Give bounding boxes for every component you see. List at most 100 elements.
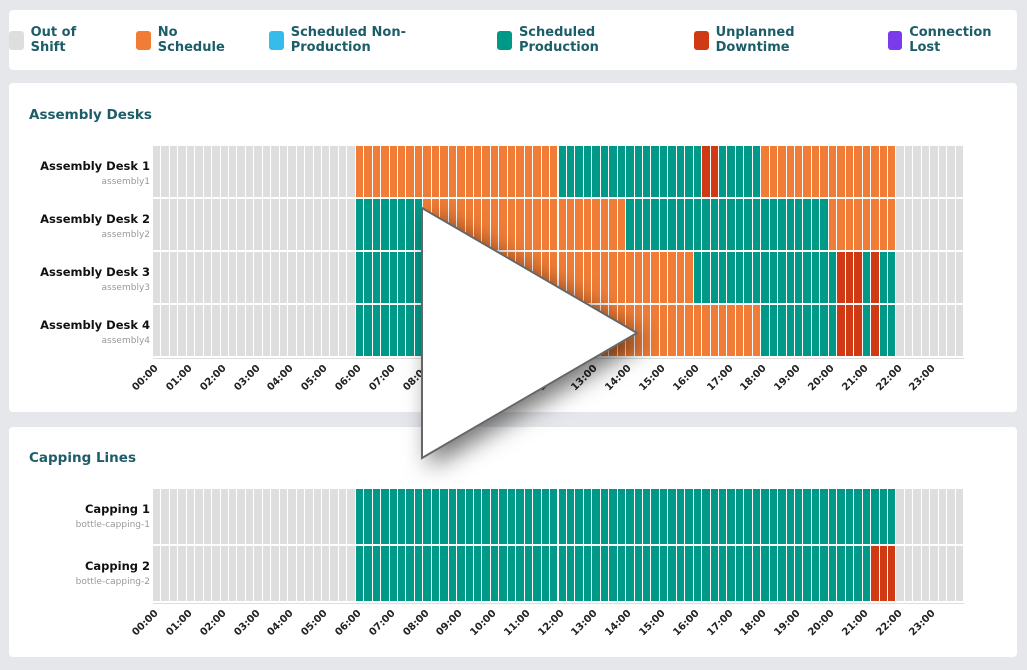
cell-prod[interactable] [761, 305, 769, 356]
cell-out[interactable] [955, 252, 963, 303]
cell-prod[interactable] [592, 146, 600, 197]
cell-nosched[interactable] [550, 252, 558, 303]
cell-prod[interactable] [786, 252, 795, 303]
cell-out[interactable] [330, 199, 338, 250]
cell-prod[interactable] [761, 489, 769, 544]
cell-prod[interactable] [811, 546, 820, 601]
cell-out[interactable] [271, 146, 279, 197]
cell-prod[interactable] [710, 252, 718, 303]
cell-prod[interactable] [626, 146, 634, 197]
cell-out[interactable] [186, 199, 195, 250]
cell-nosched[interactable] [676, 252, 685, 303]
cell-out[interactable] [245, 305, 254, 356]
cell-prod[interactable] [702, 252, 710, 303]
cell-out[interactable] [220, 252, 229, 303]
cell-prod[interactable] [558, 146, 566, 197]
cell-prod[interactable] [727, 252, 735, 303]
cell-down[interactable] [871, 305, 879, 356]
cell-nosched[interactable] [440, 146, 448, 197]
cell-prod[interactable] [550, 489, 558, 544]
cell-out[interactable] [330, 546, 338, 601]
cell-out[interactable] [338, 146, 347, 197]
cell-prod[interactable] [406, 305, 414, 356]
cell-out[interactable] [930, 489, 938, 544]
cell-out[interactable] [913, 252, 921, 303]
cell-prod[interactable] [752, 146, 761, 197]
cell-prod[interactable] [389, 546, 397, 601]
cell-prod[interactable] [406, 489, 414, 544]
cell-prod[interactable] [397, 305, 406, 356]
cell-nosched[interactable] [820, 146, 828, 197]
cell-prod[interactable] [499, 489, 507, 544]
cell-out[interactable] [153, 146, 161, 197]
cell-out[interactable] [913, 305, 921, 356]
cell-prod[interactable] [465, 489, 473, 544]
cell-out[interactable] [254, 199, 262, 250]
cell-nosched[interactable] [651, 305, 659, 356]
cell-prod[interactable] [397, 199, 406, 250]
cell-prod[interactable] [659, 546, 668, 601]
cell-nosched[interactable] [541, 305, 550, 356]
cell-nosched[interactable] [499, 146, 507, 197]
cell-prod[interactable] [414, 199, 423, 250]
cell-out[interactable] [212, 305, 220, 356]
cell-out[interactable] [169, 199, 178, 250]
cell-out[interactable] [930, 252, 938, 303]
cell-prod[interactable] [389, 199, 397, 250]
cell-prod[interactable] [482, 489, 490, 544]
cell-out[interactable] [178, 546, 186, 601]
cell-prod[interactable] [727, 489, 735, 544]
cell-prod[interactable] [668, 146, 676, 197]
cell-out[interactable] [930, 546, 938, 601]
cell-out[interactable] [237, 252, 245, 303]
cell-prod[interactable] [533, 489, 541, 544]
cell-out[interactable] [938, 252, 947, 303]
cell-out[interactable] [288, 252, 296, 303]
cell-nosched[interactable] [406, 146, 414, 197]
cell-out[interactable] [262, 546, 271, 601]
cell-out[interactable] [921, 252, 930, 303]
cell-prod[interactable] [431, 546, 440, 601]
cell-out[interactable] [279, 199, 288, 250]
cell-nosched[interactable] [727, 305, 735, 356]
cell-prod[interactable] [693, 489, 702, 544]
cell-out[interactable] [229, 305, 237, 356]
cell-nosched[interactable] [719, 305, 727, 356]
cell-out[interactable] [947, 489, 955, 544]
cell-out[interactable] [904, 199, 913, 250]
cell-nosched[interactable] [423, 252, 431, 303]
cell-out[interactable] [930, 305, 938, 356]
cell-out[interactable] [321, 199, 330, 250]
cell-out[interactable] [186, 546, 195, 601]
cell-out[interactable] [254, 489, 262, 544]
cell-nosched[interactable] [609, 199, 617, 250]
cell-nosched[interactable] [474, 252, 482, 303]
cell-prod[interactable] [769, 305, 778, 356]
cell-prod[interactable] [879, 252, 887, 303]
cell-out[interactable] [338, 252, 347, 303]
cell-out[interactable] [212, 252, 220, 303]
cell-prod[interactable] [778, 305, 786, 356]
cell-nosched[interactable] [397, 146, 406, 197]
cell-out[interactable] [254, 252, 262, 303]
cell-out[interactable] [947, 252, 955, 303]
cell-out[interactable] [305, 252, 313, 303]
cell-out[interactable] [169, 489, 178, 544]
cell-nosched[interactable] [465, 252, 473, 303]
cell-prod[interactable] [676, 199, 685, 250]
cell-prod[interactable] [440, 489, 448, 544]
cell-out[interactable] [153, 489, 161, 544]
cell-nosched[interactable] [465, 305, 473, 356]
cell-out[interactable] [313, 199, 321, 250]
cell-nosched[interactable] [617, 199, 626, 250]
cell-out[interactable] [245, 252, 254, 303]
cell-nosched[interactable] [431, 305, 440, 356]
cell-nosched[interactable] [474, 305, 482, 356]
cell-nosched[interactable] [541, 252, 550, 303]
cell-prod[interactable] [659, 199, 668, 250]
cell-prod[interactable] [727, 146, 735, 197]
cell-out[interactable] [153, 305, 161, 356]
cell-prod[interactable] [372, 199, 381, 250]
cell-nosched[interactable] [583, 199, 592, 250]
cell-prod[interactable] [381, 546, 389, 601]
